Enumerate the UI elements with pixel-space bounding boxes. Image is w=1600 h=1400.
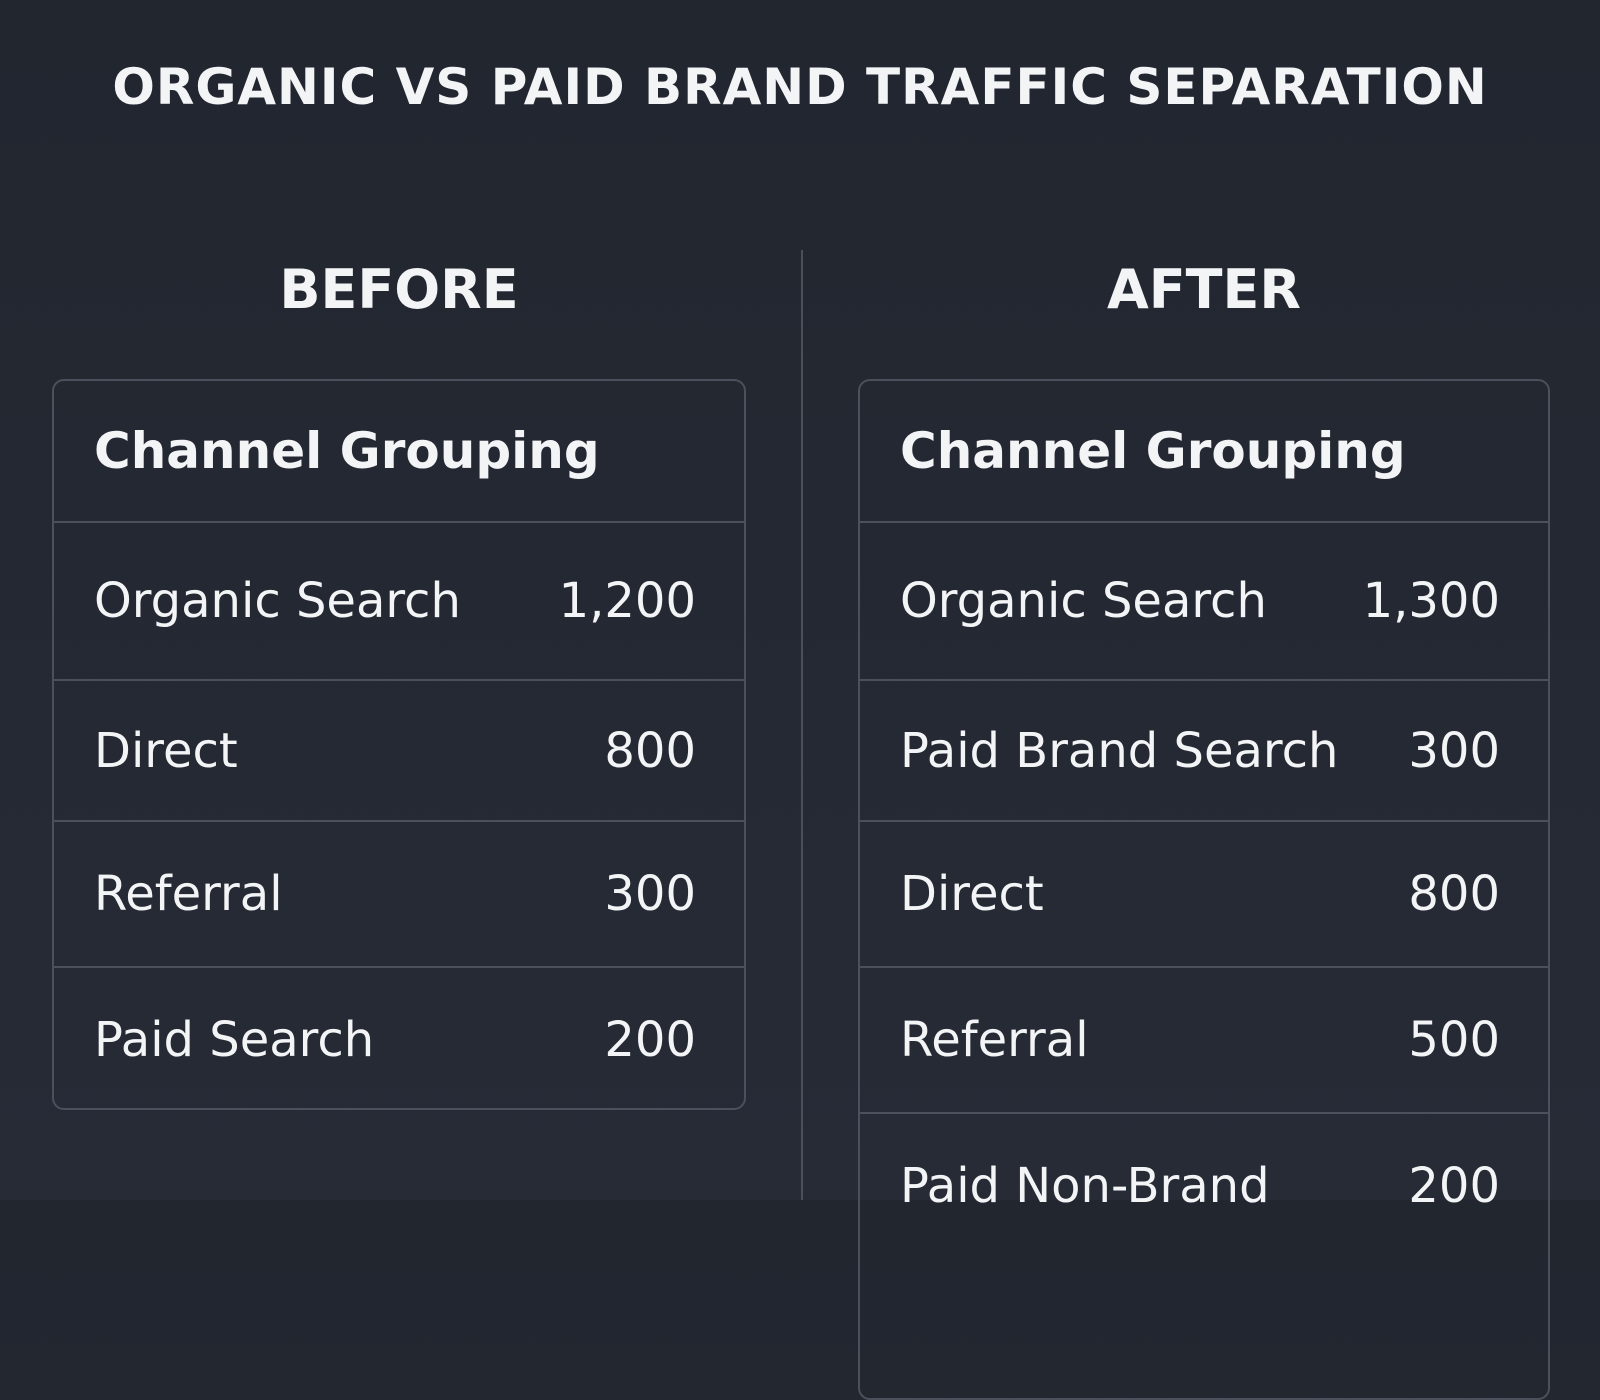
cell-value: 1,300 — [1362, 573, 1500, 629]
cell-value: 1,200 — [558, 573, 696, 629]
table-row: Direct 800 — [860, 820, 1548, 966]
panel-heading: AFTER — [1107, 258, 1301, 321]
table-row: Paid Search 200 — [54, 966, 744, 1108]
cell-value: 800 — [1408, 866, 1500, 922]
cell-value: 200 — [604, 1012, 696, 1068]
cell-value: 200 — [1408, 1158, 1500, 1214]
table-header: Channel Grouping — [94, 422, 600, 480]
table-row: Direct 800 — [54, 679, 744, 820]
cell-value: 300 — [604, 866, 696, 922]
cell-label: Referral — [900, 1012, 1089, 1068]
cell-label: Direct — [900, 866, 1044, 922]
cell-label: Referral — [94, 866, 283, 922]
cell-label: Direct — [94, 722, 238, 779]
table-row: Organic Search 1,300 — [860, 521, 1548, 679]
cell-value: 800 — [604, 722, 696, 779]
table-row: Referral 500 — [860, 966, 1548, 1112]
panel-heading: BEFORE — [279, 258, 519, 321]
page-title: ORGANIC VS PAID BRAND TRAFFIC SEPARATION — [112, 58, 1488, 116]
cell-label: Paid Brand Search — [900, 722, 1339, 779]
table-header: Channel Grouping — [900, 422, 1406, 480]
cell-label: Paid Non-Brand — [900, 1158, 1270, 1214]
cell-value: 300 — [1408, 722, 1500, 779]
cell-value: 500 — [1408, 1012, 1500, 1068]
table: Channel Grouping Organic Search 1,300 Paid … — [858, 379, 1550, 1400]
table-row: Referral 300 — [54, 820, 744, 966]
cell-label: Organic Search — [94, 573, 461, 629]
cell-label: Organic Search — [900, 573, 1267, 629]
cell-label: Paid Search — [94, 1012, 375, 1068]
table-row: Paid Brand Search 300 — [860, 679, 1548, 820]
table: Channel Grouping Organic Search 1,200 Direc… — [52, 379, 746, 1110]
table-row: Paid Non-Brand 200 — [860, 1112, 1548, 1258]
divider — [801, 250, 803, 1200]
table-row: Organic Search 1,200 — [54, 521, 744, 679]
